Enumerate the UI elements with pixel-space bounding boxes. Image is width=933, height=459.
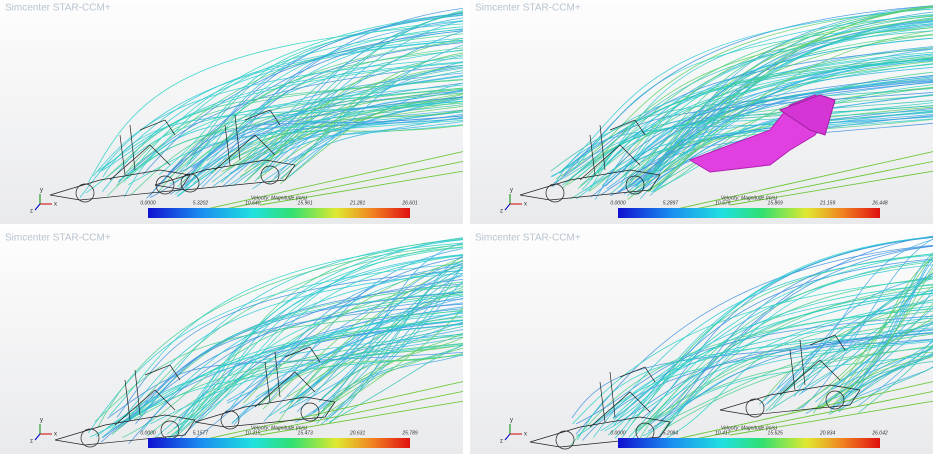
colorbar-tick-label: 15.961 (298, 200, 314, 206)
viewport-panel: Simcenter STAR-CCM+xyzVelocity: Magnitud… (470, 0, 933, 224)
streamline (643, 259, 933, 435)
watermark: Simcenter STAR-CCM+ (475, 233, 581, 244)
streamline (123, 239, 463, 425)
colorbar-tick-label: 15.473 (298, 430, 314, 436)
page: Simcenter STAR-CCM+xyzVelocity: Magnitud… (0, 0, 933, 454)
colorbar-tick-label: 15.625 (768, 430, 784, 436)
streamline (189, 15, 463, 164)
axis-label: x (54, 202, 57, 208)
axis-label: x (524, 202, 527, 208)
watermark: Simcenter STAR-CCM+ (5, 233, 111, 244)
render: Simcenter STAR-CCM+xyzVelocity: Magnitud… (470, 230, 933, 454)
axis-label: z (500, 209, 503, 215)
colorbar-tick-label: 5.2084 (663, 430, 679, 436)
colorbar (148, 438, 410, 448)
colorbar (148, 208, 410, 218)
colorbar-tick-label: 25.789 (401, 430, 418, 436)
colorbar (618, 208, 880, 218)
streamline (180, 150, 463, 215)
axis-label: y (510, 188, 513, 194)
streamline (615, 236, 933, 438)
colorbar-tick-label: 26.448 (871, 200, 888, 206)
colorbar-tick-label: 0.0000 (610, 200, 626, 206)
car-wireframe (530, 367, 670, 449)
axis-line (35, 434, 40, 440)
colorbar-tick-label: 20.834 (819, 430, 836, 436)
watermark: Simcenter STAR-CCM+ (475, 3, 581, 14)
colorbar-tick-label: 15.869 (768, 200, 784, 206)
streamline (593, 327, 933, 437)
axis-label: z (30, 439, 33, 445)
colorbar-tick-label: 10.640 (245, 200, 261, 206)
colorbar-tick-label: 0.0000 (140, 200, 156, 206)
axis-label: z (500, 439, 503, 445)
viewport-panel: Simcenter STAR-CCM+xyzVelocity: Magnitud… (0, 0, 463, 224)
axis-label: y (40, 188, 43, 194)
colorbar-tick-label: 20.631 (349, 430, 366, 436)
streamline (118, 320, 463, 428)
colorbar-tick-label: 0.0000 (140, 430, 156, 436)
colorbar-tick-label: 10.417 (715, 430, 731, 436)
axis-line (505, 204, 510, 210)
axis-label: y (40, 418, 43, 424)
colorbar-tick-label: 26.042 (871, 430, 888, 436)
colorbar-tick-label: 26.601 (401, 200, 418, 206)
colorbar-tick-label: 21.281 (349, 200, 366, 206)
colorbar-tick-label: 10.315 (245, 430, 261, 436)
axis-line (505, 434, 510, 440)
colorbar-tick-label: 0.0000 (610, 430, 626, 436)
colorbar-tick-label: 5.1577 (193, 430, 209, 436)
axis-label: x (524, 432, 527, 438)
colorbar-tick-label: 5.2897 (663, 200, 679, 206)
colorbar-tick-label: 5.3202 (193, 200, 209, 206)
streamline (576, 245, 933, 434)
watermark: Simcenter STAR-CCM+ (5, 3, 111, 14)
axis-label: x (54, 432, 57, 438)
colorbar-tick-label: 10.579 (715, 200, 731, 206)
colorbar-tick-label: 21.159 (819, 200, 836, 206)
axis-label: z (30, 209, 33, 215)
axis-line (35, 204, 40, 210)
axis-label: y (510, 418, 513, 424)
colorbar (618, 438, 880, 448)
